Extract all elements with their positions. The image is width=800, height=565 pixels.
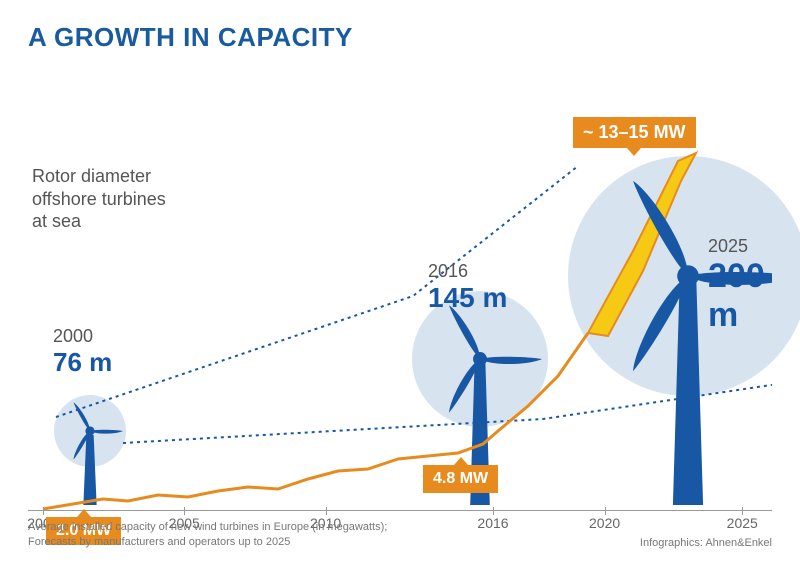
chart-area: 200020052010201620202025 200076 m2016145… [28, 81, 772, 511]
page-title: A GROWTH IN CAPACITY [28, 22, 353, 53]
turbine-diameter-2016: 145 m [428, 282, 507, 314]
turbine-year-2016: 2016 [428, 261, 507, 282]
turbine-label-2000: 200076 m [53, 326, 112, 378]
turbine-diameter-2000: 76 m [53, 347, 112, 378]
turbine-circle-2000 [54, 395, 126, 467]
turbine-label-2025: 2025200 m [708, 236, 772, 335]
footnote-line1: Average installed capacity of new wind t… [28, 520, 387, 534]
x-tick-2020: 2020 [589, 515, 620, 531]
turbine-year-2000: 2000 [53, 326, 112, 347]
x-tick-2016: 2016 [477, 515, 508, 531]
footnote-line2: Forecasts by manufacturers and operators… [28, 535, 387, 549]
credit: Infographics: Ahnen&Enkel [640, 537, 772, 549]
x-axis [28, 510, 772, 511]
x-tick-2025: 2025 [727, 515, 758, 531]
footnote: Average installed capacity of new wind t… [28, 520, 387, 549]
turbine-label-2016: 2016145 m [428, 261, 507, 314]
turbine-year-2025: 2025 [708, 236, 772, 257]
turbine-diameter-2025: 200 m [708, 257, 772, 335]
mw-badge-mw2025: ~ 13–15 MW [573, 117, 696, 148]
mw-badge-mw2016: 4.8 MW [423, 465, 498, 493]
